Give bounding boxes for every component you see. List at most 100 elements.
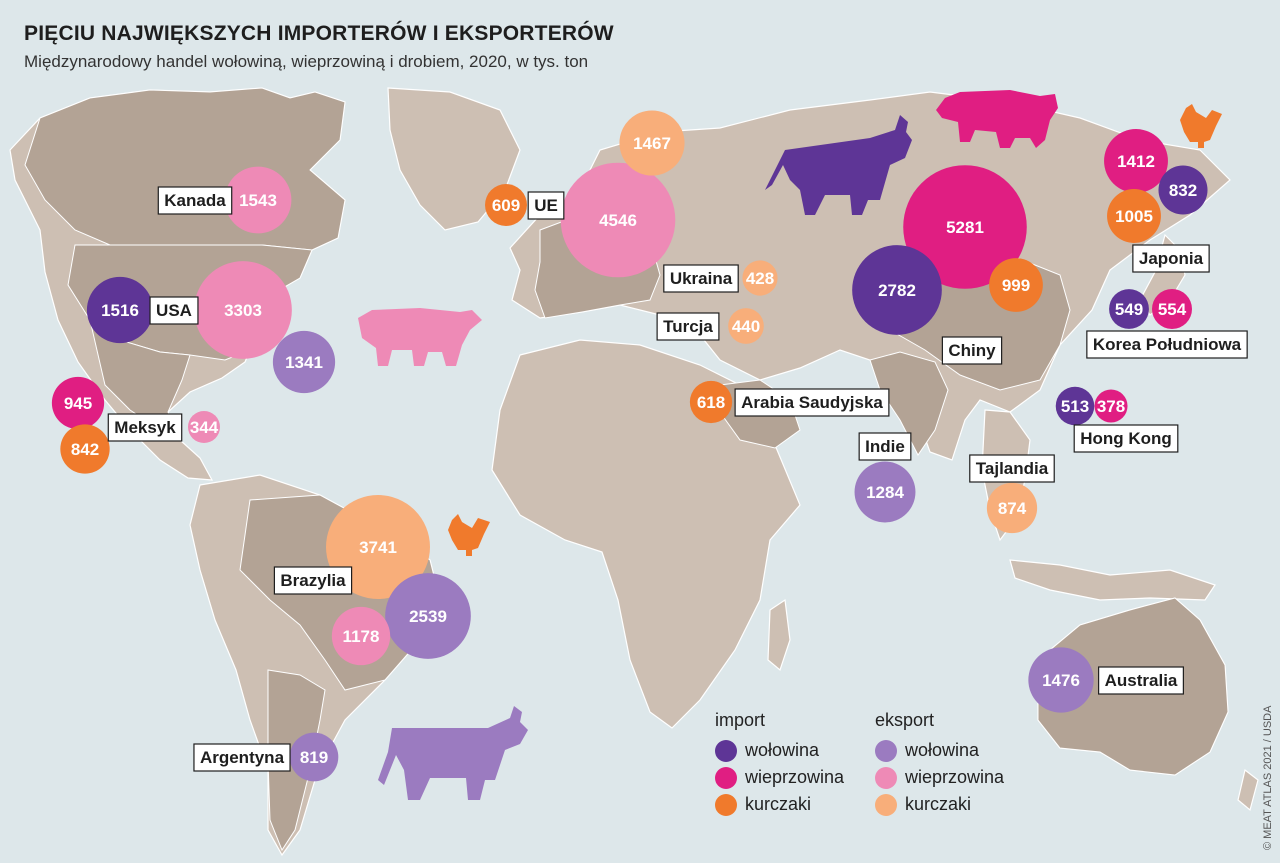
bubble-value: 513 xyxy=(1061,397,1089,416)
country-label-box xyxy=(1086,330,1248,359)
bubble-value: 4546 xyxy=(599,211,637,230)
mexico-region xyxy=(89,318,191,442)
country-name: USA xyxy=(156,301,192,320)
bubble-circle xyxy=(272,330,336,394)
legend-label: wołowina xyxy=(905,740,980,760)
country-label-australia: Australia xyxy=(1098,666,1184,695)
country-label-box xyxy=(663,264,739,293)
legend-eksport: eksport wołowina wieprzowina kurczaki xyxy=(875,710,1004,818)
country-name: Brazylia xyxy=(280,571,346,590)
bubble-value: 2782 xyxy=(878,281,916,300)
country-name: Hong Kong xyxy=(1080,429,1172,448)
bubble-import-wolowina: 513 xyxy=(1055,386,1095,426)
country-label-box xyxy=(941,336,1003,365)
bubble-value: 819 xyxy=(300,748,328,767)
bubble-value: 378 xyxy=(1097,397,1125,416)
country-name: Kanada xyxy=(164,191,226,210)
bubble-value: 1284 xyxy=(866,483,904,502)
country-label-box xyxy=(107,413,183,442)
country-label-box xyxy=(734,388,890,417)
bubble-value: 1467 xyxy=(633,134,671,153)
country-label-box xyxy=(1073,424,1179,453)
country-name: Ukraina xyxy=(670,269,733,288)
bubble-circle xyxy=(903,165,1027,289)
page-subtitle: Międzynarodowy handel wołowiną, wieprzow… xyxy=(24,52,589,71)
bubble-value: 945 xyxy=(64,394,92,413)
legend-label: wołowina xyxy=(745,740,820,760)
country-label-chiny: Chiny xyxy=(941,336,1003,365)
legend-label: wieprzowina xyxy=(745,767,845,787)
cow-silhouette-asia xyxy=(765,115,912,215)
bubble-value: 440 xyxy=(732,317,760,336)
bubble-import-wieprzowina: 945 xyxy=(51,376,105,430)
country-name: Japonia xyxy=(1139,249,1204,268)
country-name: Arabia Saudyjska xyxy=(741,393,883,412)
country-name: Korea Południowa xyxy=(1093,335,1242,354)
country-label-meksyk: Meksyk xyxy=(107,413,183,442)
legend-eksport-wolowina: wołowina xyxy=(875,737,1004,764)
country-label-japonia: Japonia xyxy=(1132,244,1210,273)
bubble-circle xyxy=(224,166,292,234)
bubble-value: 1543 xyxy=(239,191,277,210)
bubble-circle xyxy=(742,260,778,296)
bubble-circle xyxy=(331,606,391,666)
country-label-box xyxy=(969,454,1055,483)
bubble-eksport-wieprzowina: 344 xyxy=(188,411,220,443)
bubble-import-kurczaki: 618 xyxy=(689,380,733,424)
pig-silhouette-asia xyxy=(936,90,1058,148)
bubble-value: 609 xyxy=(492,196,520,215)
bubble-eksport-wieprzowina: 3303 xyxy=(194,261,292,359)
legend-eksport-heading: eksport xyxy=(875,710,935,730)
bubble-import-kurczaki: 842 xyxy=(60,424,110,474)
legend-import: import wołowina wieprzowina kurczaki xyxy=(715,710,844,818)
bubble-import-wolowina: 549 xyxy=(1109,289,1149,329)
bubble-value: 618 xyxy=(697,393,725,412)
legend-import-kurczaki: kurczaki xyxy=(715,791,844,818)
legend-dot-icon xyxy=(875,766,897,789)
bubble-circle xyxy=(728,308,764,344)
bubble-circle xyxy=(60,424,110,474)
country-label-indie: Indie xyxy=(858,432,912,461)
bubble-value: 1516 xyxy=(101,301,139,320)
legend-eksport-kurczaki: kurczaki xyxy=(875,791,1004,818)
country-label-kanada: Kanada xyxy=(157,186,233,215)
bubble-import-wolowina: 2782 xyxy=(852,245,942,335)
bubble-value: 3741 xyxy=(359,538,397,557)
bubble-value: 1005 xyxy=(1115,207,1153,226)
bubble-eksport-kurczaki: 428 xyxy=(742,260,778,296)
bubble-circle xyxy=(1055,386,1095,426)
bubble-import-wieprzowina: 554 xyxy=(1151,288,1193,330)
bubble-eksport-wieprzowina: 1543 xyxy=(224,166,292,234)
legend-eksport-wieprzowina: wieprzowina xyxy=(875,764,1004,791)
credit-text: © MEAT ATLAS 2021 / USDA xyxy=(1262,705,1274,850)
country-labels: Kanada USA Meksyk UE Ukraina Turcja Arabia Sau… xyxy=(107,186,1248,772)
bubble-value: 1178 xyxy=(343,627,380,646)
bubble-value: 2539 xyxy=(409,607,447,626)
africa-landmass xyxy=(491,339,801,729)
bubble-circle xyxy=(852,245,942,335)
country-name: Meksyk xyxy=(114,418,176,437)
bubble-value: 999 xyxy=(1002,276,1030,295)
bubble-value: 344 xyxy=(190,418,219,437)
cow-silhouette-south-atlantic xyxy=(378,706,528,800)
country-name: Chiny xyxy=(948,341,996,360)
bubble-circle xyxy=(1028,647,1094,713)
country-name: Argentyna xyxy=(200,748,285,767)
greenland-landmass xyxy=(387,87,521,231)
country-label-argentyna: Argentyna xyxy=(193,743,291,772)
bubble-circle xyxy=(1158,165,1208,215)
legend-label: wieprzowina xyxy=(905,767,1005,787)
bubble-value: 874 xyxy=(998,499,1027,518)
page-title: PIĘCIU NAJWIĘKSZYCH IMPORTERÓW I EKSPORT… xyxy=(24,22,614,45)
country-label-box xyxy=(193,743,291,772)
bubble-import-wolowina: 832 xyxy=(1158,165,1208,215)
chicken-silhouette-asia xyxy=(1180,104,1222,148)
chicken-silhouette-atlantic xyxy=(448,514,490,556)
bubble-import-wolowina: 1516 xyxy=(86,276,154,344)
bubble-circle xyxy=(1094,389,1128,423)
bubble-value: 3303 xyxy=(224,301,262,320)
bubble-value: 5281 xyxy=(946,218,984,237)
bubble-import-wieprzowina: 1412 xyxy=(1104,129,1168,193)
country-name: Indie xyxy=(865,437,905,456)
